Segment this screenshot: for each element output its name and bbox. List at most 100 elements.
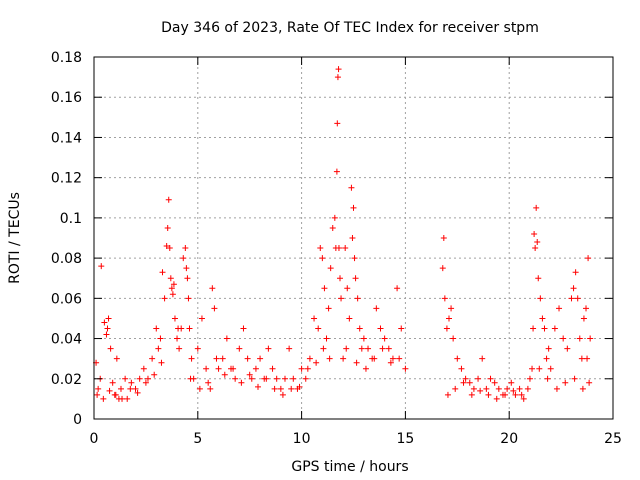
data-point [298, 365, 305, 372]
data-point [144, 375, 151, 382]
data-point [207, 385, 214, 392]
data-point [354, 295, 361, 302]
data-point [353, 359, 360, 366]
data-point [174, 335, 181, 342]
data-point [236, 345, 243, 352]
data-point [586, 379, 593, 386]
data-point [526, 375, 533, 382]
data-point [344, 285, 351, 292]
data-point [94, 391, 101, 398]
data-point [362, 365, 369, 372]
data-point [304, 365, 311, 372]
data-point [491, 379, 498, 386]
data-point [570, 285, 577, 292]
data-point [112, 391, 119, 398]
data-point [184, 275, 191, 282]
y-tick-label: 0 [73, 412, 82, 428]
data-point [171, 315, 178, 322]
data-point [539, 315, 546, 322]
data-point [564, 345, 571, 352]
data-point [371, 355, 378, 362]
data-point [337, 275, 344, 282]
data-point [460, 379, 467, 386]
data-point [377, 325, 384, 332]
data-point [95, 385, 102, 392]
data-point [196, 385, 203, 392]
x-axis-label: GPS time / hours [291, 459, 408, 475]
data-point [576, 335, 583, 342]
data-point [508, 379, 515, 386]
data-point [574, 295, 581, 302]
data-point [553, 385, 560, 392]
data-point [487, 375, 494, 382]
data-point [544, 375, 551, 382]
data-point [132, 385, 139, 392]
axis-ticks [93, 56, 614, 420]
data-point [127, 385, 134, 392]
data-point [319, 255, 326, 262]
data-point [109, 379, 116, 386]
data-point [155, 345, 162, 352]
data-point [136, 375, 143, 382]
x-tick-label: 20 [500, 431, 518, 447]
data-point [443, 325, 450, 332]
data-point [325, 305, 332, 312]
data-point [263, 375, 270, 382]
data-point [161, 295, 168, 302]
data-point [454, 355, 461, 362]
data-point [182, 245, 189, 252]
data-point [119, 395, 126, 402]
data-point [537, 295, 544, 302]
data-point [211, 305, 218, 312]
data-point [198, 315, 205, 322]
data-point [128, 379, 135, 386]
data-point [579, 385, 586, 392]
data-point [346, 315, 353, 322]
chart-title: Day 346 of 2023, Rate Of TEC Index for r… [161, 20, 539, 36]
data-point [533, 204, 540, 211]
data-point [545, 345, 552, 352]
data-point [269, 365, 276, 372]
data-point [255, 383, 262, 390]
data-point [485, 391, 492, 398]
data-point [219, 355, 226, 362]
data-point [122, 375, 129, 382]
plot-frame [93, 56, 614, 420]
data-point [257, 355, 264, 362]
data-point [244, 355, 251, 362]
data-point [311, 315, 318, 322]
data-point [510, 387, 517, 394]
y-tick-label: 0.08 [51, 251, 82, 267]
data-point [329, 224, 336, 231]
data-point [296, 383, 303, 390]
data-point [288, 385, 295, 392]
data-point [541, 325, 548, 332]
data-point [572, 269, 579, 276]
data-point [113, 355, 120, 362]
data-point [518, 391, 525, 398]
data-point [502, 391, 509, 398]
data-point [223, 335, 230, 342]
data-point [516, 385, 523, 392]
y-tick-label: 0.02 [51, 372, 82, 388]
data-point [323, 335, 330, 342]
data-point [338, 295, 345, 302]
data-point [440, 235, 447, 241]
data-point [458, 365, 465, 372]
data-point [585, 255, 592, 262]
data-point [168, 285, 175, 292]
data-point [560, 335, 567, 342]
y-tick-label: 0.04 [51, 332, 82, 348]
x-tick-label: 15 [396, 431, 414, 447]
data-point [151, 371, 158, 378]
data-point [468, 391, 475, 398]
data-point [252, 365, 259, 372]
data-point [213, 355, 220, 362]
data-point [350, 204, 357, 211]
data-point [551, 325, 558, 332]
data-point [387, 359, 394, 366]
data-point [578, 355, 585, 362]
data-point [281, 375, 288, 382]
data-point [349, 235, 356, 241]
